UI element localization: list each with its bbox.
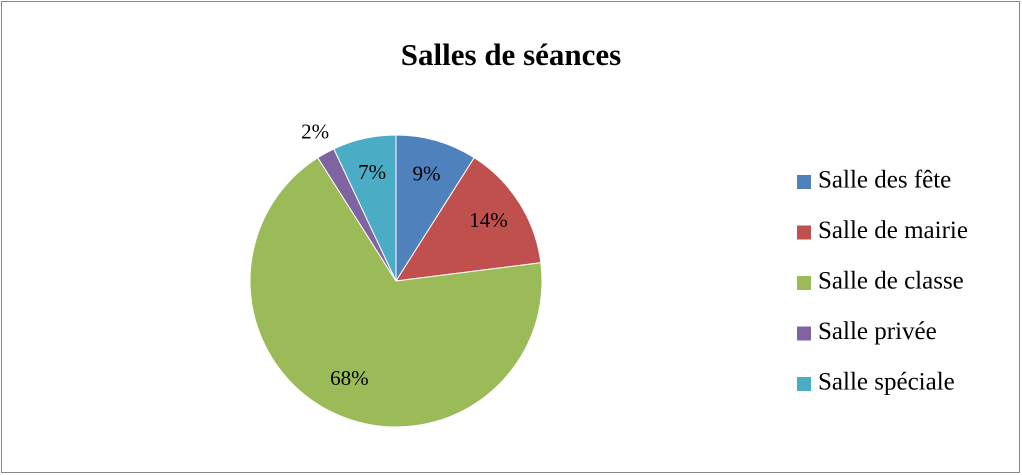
pie-slice (333, 134, 397, 282)
pie-slice (395, 157, 542, 282)
pie-slice (249, 157, 543, 428)
legend-swatch (797, 276, 811, 290)
chart-title: Salles de séances (401, 37, 621, 72)
data-label: 9% (413, 162, 441, 186)
data-label: 2% (301, 120, 329, 144)
legend-label: Salle privée (818, 318, 937, 345)
legend-swatch (797, 377, 811, 391)
legend-swatch (797, 326, 811, 341)
data-label: 68% (330, 366, 369, 390)
legend-label: Salle de classe (818, 268, 964, 295)
legend-label: Salle de mairie (818, 217, 968, 244)
data-label: 7% (358, 160, 386, 184)
legend-label: Salle des fête (818, 167, 951, 194)
legend-label: Salle spéciale (818, 369, 955, 396)
data-label: 14% (469, 208, 508, 232)
legend-swatch (797, 225, 811, 240)
legend-swatch (797, 175, 811, 189)
pie-slice (395, 134, 475, 283)
